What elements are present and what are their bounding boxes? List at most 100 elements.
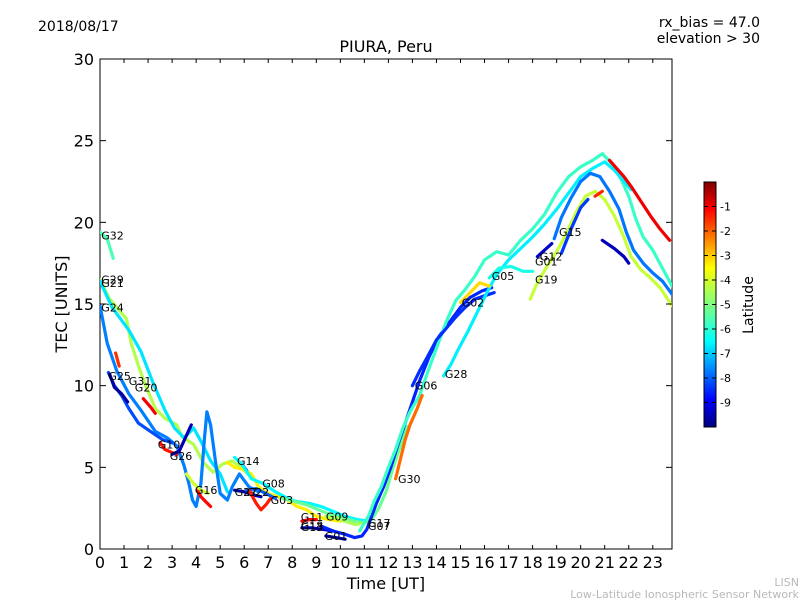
x-tick-label: 6 (239, 553, 249, 572)
satellite-label: G15 (559, 226, 582, 239)
satellite-label: G17 (368, 517, 391, 530)
date-label: 2018/08/17 (38, 19, 119, 35)
x-tick-label: 18 (522, 553, 542, 572)
satellite-label: G27 (235, 486, 258, 499)
satellite-label: G02 (462, 296, 485, 309)
plot-area (99, 58, 673, 550)
satellite-label: G08 (262, 478, 285, 491)
satellite-label: G01 (325, 530, 348, 543)
y-tick-label: 30 (74, 50, 94, 69)
x-tick-label: 3 (167, 553, 177, 572)
x-tick-label: 19 (546, 553, 566, 572)
x-axis-label: Time [UT] (346, 574, 425, 593)
track-g26 (170, 423, 193, 456)
track-g01 (324, 534, 347, 541)
credit-full: Low-Latitude Ionospheric Sensor Network (570, 588, 799, 600)
satellite-label: G22 (247, 486, 270, 499)
x-tick-label: 1 (119, 553, 129, 572)
x-tick-label: 9 (311, 553, 321, 572)
track-g25b (108, 372, 130, 404)
colorbar-ticks: -1 -2 -3 -4 -5 -6 -7 -8 -9 (704, 201, 731, 410)
track-g15d (607, 158, 672, 242)
track-g31b (141, 397, 157, 415)
track-g09 (324, 514, 366, 527)
satellite-label: G20 (135, 381, 158, 394)
track-g24 (100, 304, 261, 509)
x-tick-label: 2 (143, 553, 153, 572)
x-tick-label: 17 (498, 553, 518, 572)
satellite-label: G25 (108, 370, 131, 383)
colorbar-tick-label: -7 (720, 348, 731, 361)
y-tick-label: 0 (84, 540, 94, 559)
x-axis-ticks: 0 1 2 3 4 5 6 7 8 9 10 11 12 13 14 15 16 17 18 19 20 21 22 23 (95, 59, 663, 572)
chart-title: PIURA, Peru (339, 37, 432, 56)
y-axis-ticks: 0 5 10 15 20 25 30 (74, 50, 672, 559)
track-g29 (100, 277, 256, 481)
colorbar-tick-label: -1 (720, 201, 731, 214)
track-g22 (245, 487, 277, 500)
satellite-label: G19 (535, 274, 558, 287)
x-tick-label: 16 (474, 553, 494, 572)
satellite-label: G03 (271, 494, 294, 507)
colorbar-tick-label: -6 (720, 323, 731, 336)
x-tick-label: 22 (619, 553, 639, 572)
x-tick-label: 0 (95, 553, 105, 572)
x-tick-label: 7 (263, 553, 273, 572)
y-tick-label: 15 (74, 295, 94, 314)
satellite-label: G26 (170, 450, 193, 463)
x-tick-label: 5 (215, 553, 225, 572)
y-tick-label: 20 (74, 213, 94, 232)
track-g02 (458, 281, 491, 304)
track-g14 (225, 460, 342, 523)
track-g12 (535, 242, 554, 259)
satellite-label: G09 (326, 510, 349, 523)
track-g28 (442, 160, 633, 378)
y-tick-label: 25 (74, 132, 94, 151)
colorbar-tick-label: -2 (720, 225, 731, 238)
satellite-label: G13 (301, 521, 324, 534)
colorbar-label: Latitude (741, 276, 757, 334)
x-tick-label: 20 (570, 553, 590, 572)
satellite-label: G06 (415, 380, 438, 393)
elevation-label: elevation > 30 (657, 31, 760, 47)
satellite-label: G16 (195, 484, 218, 497)
track-g30 (394, 393, 424, 481)
track-g15b (559, 197, 590, 255)
x-tick-label: 10 (330, 553, 350, 572)
track-g16 (195, 488, 213, 509)
x-tick-label: 23 (643, 553, 663, 572)
satellite-label: G14 (237, 455, 260, 468)
track-g17 (358, 152, 672, 533)
x-tick-label: 15 (450, 553, 470, 572)
colorbar-tick-label: -4 (720, 274, 731, 287)
satellite-label: G21 (101, 277, 124, 290)
track-g06 (410, 291, 496, 388)
x-tick-label: 12 (378, 553, 398, 572)
track-g15e (593, 189, 604, 198)
track-g32 (100, 230, 115, 260)
satellite-label: G30 (398, 473, 421, 486)
x-tick-label: 4 (191, 553, 201, 572)
satellite-label: G05 (492, 270, 515, 283)
x-tick-label: 21 (595, 553, 615, 572)
satellite-label: G10 (158, 439, 181, 452)
colorbar-tick-label: -5 (720, 299, 731, 312)
satellite-label: G31 (129, 375, 152, 388)
colorbar-tick-label: -8 (720, 372, 731, 385)
track-g05 (487, 264, 535, 280)
colorbar-tick-label: -3 (720, 250, 731, 263)
track-g15c (600, 238, 631, 265)
satellite-label: G32 (101, 229, 124, 242)
track-g03 (247, 488, 273, 512)
track-g19 (528, 189, 672, 308)
track-g21 (100, 279, 229, 494)
x-tick-label: 11 (354, 553, 374, 572)
bias-label: rx_bias = 47.0 (659, 15, 760, 31)
y-tick-label: 5 (84, 458, 94, 477)
colorbar-tick-label: -9 (720, 397, 731, 410)
satellite-label: G28 (445, 368, 468, 381)
track-g31 (114, 351, 121, 368)
satellite-labels: G32G29G21G24G25G31G20G10G26G16G14G08G27G… (101, 226, 581, 543)
satellite-label: G01 (535, 256, 558, 269)
